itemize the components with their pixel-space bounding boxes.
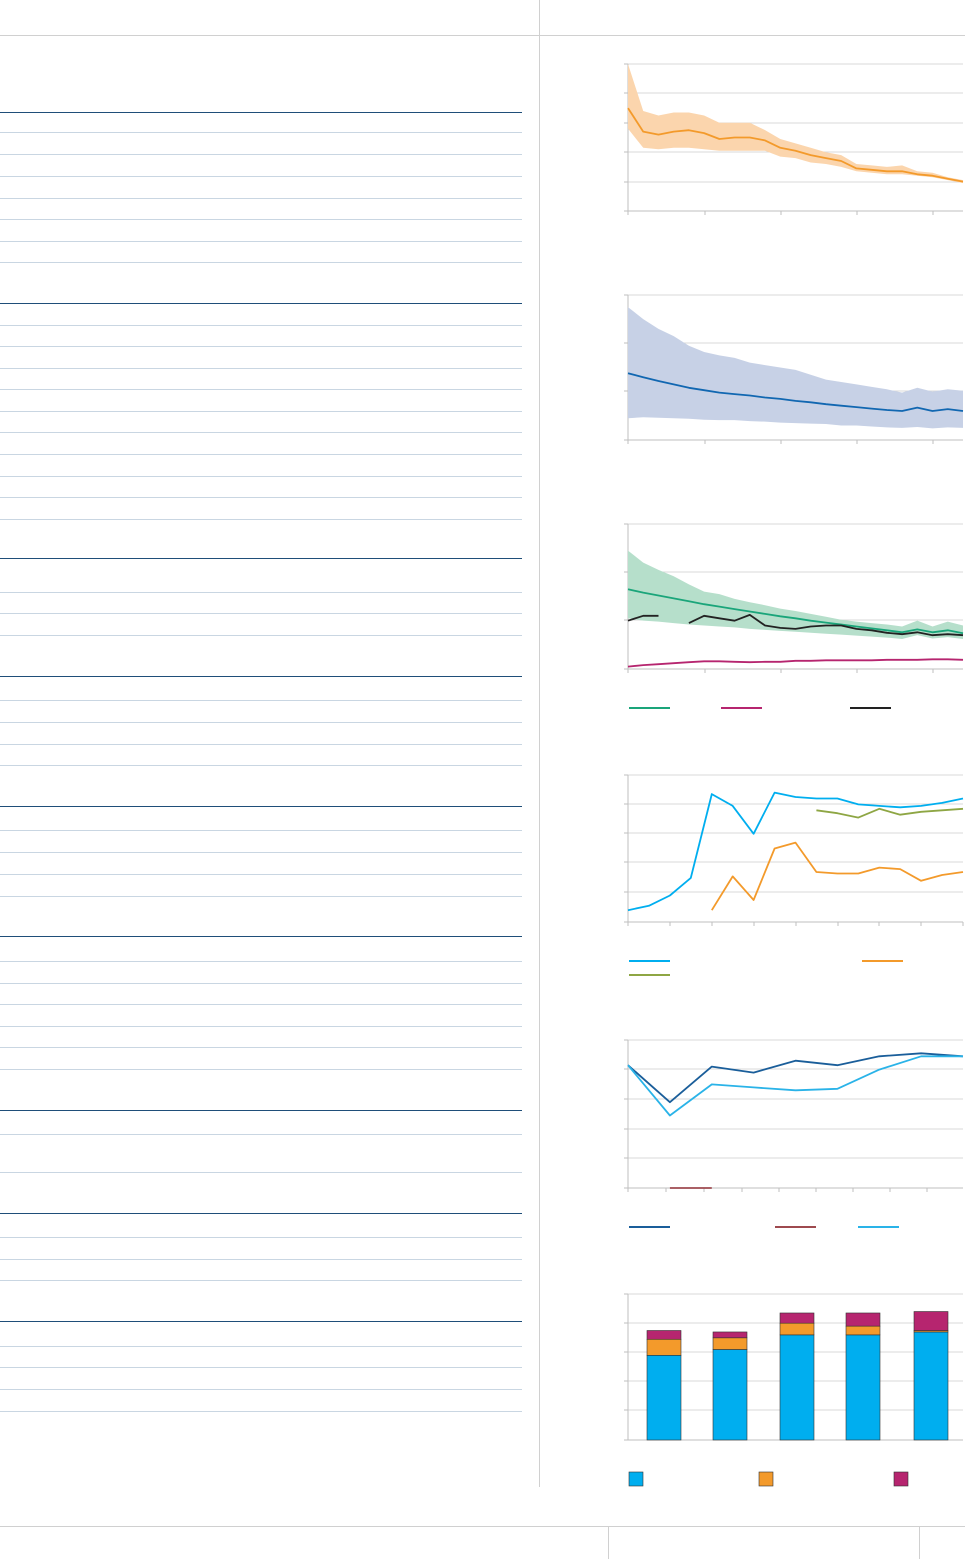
- section-header-rule: [0, 806, 522, 807]
- series-line: [627, 614, 964, 637]
- table-row-rule: [0, 1069, 522, 1070]
- table-row-rule: [0, 389, 522, 390]
- table-row-rule: [0, 132, 522, 133]
- table-row-rule: [0, 368, 522, 369]
- table-row-rule: [0, 1346, 522, 1347]
- series-line: [627, 588, 964, 635]
- section-header-rule: [0, 303, 522, 304]
- table-row-rule: [0, 592, 522, 593]
- table-row-rule: [0, 983, 522, 984]
- table-row-rule: [0, 1172, 522, 1173]
- footer-divider-1: [608, 1527, 609, 1559]
- section-header-rule: [0, 112, 522, 113]
- section-header-rule: [0, 1110, 522, 1111]
- table-row-rule: [0, 874, 522, 875]
- legend-swatch: [758, 1471, 774, 1487]
- table-row-rule: [0, 896, 522, 897]
- table-row-rule: [0, 1259, 522, 1260]
- series-line: [627, 791, 964, 912]
- section-header-rule: [0, 1321, 522, 1322]
- table-row-rule: [0, 519, 522, 520]
- bar-segment: [712, 1331, 748, 1339]
- table-row-rule: [0, 744, 522, 745]
- top-rule: [0, 35, 965, 36]
- bar-segment: [845, 1325, 881, 1336]
- bar-segment: [646, 1330, 682, 1340]
- column-divider: [539, 0, 540, 1487]
- series-line: [627, 658, 964, 668]
- table-row-rule: [0, 722, 522, 723]
- bar-segment: [646, 1355, 682, 1441]
- footer-rule: [0, 1526, 965, 1527]
- table-row-rule: [0, 1134, 522, 1135]
- confidence-band: [628, 64, 963, 184]
- legend-swatch: [893, 1471, 909, 1487]
- table-row-rule: [0, 1367, 522, 1368]
- series-line: [627, 1055, 963, 1117]
- table-row-rule: [0, 852, 522, 853]
- bar-segment: [712, 1337, 748, 1350]
- table-row-rule: [0, 219, 522, 220]
- confidence-band: [628, 307, 963, 429]
- table-row-rule: [0, 1047, 522, 1048]
- table-row-rule: [0, 432, 522, 433]
- table-row-rule: [0, 830, 522, 831]
- table-row-rule: [0, 476, 522, 477]
- table-row-rule: [0, 497, 522, 498]
- table-row-rule: [0, 765, 522, 766]
- table-row-rule: [0, 1237, 522, 1238]
- bar-segment: [779, 1322, 815, 1336]
- series-line: [627, 1052, 964, 1104]
- table-row-rule: [0, 1026, 522, 1027]
- footer-divider-2: [919, 1527, 920, 1559]
- series-line: [711, 841, 964, 911]
- bar-segment: [913, 1331, 949, 1441]
- bar-segment: [845, 1312, 881, 1327]
- legend-swatch: [628, 1471, 644, 1487]
- section-header-rule: [0, 558, 522, 559]
- bar-segment: [779, 1312, 815, 1324]
- series-line: [627, 372, 964, 412]
- table-row-rule: [0, 325, 522, 326]
- table-row-rule: [0, 1389, 522, 1390]
- table-row-rule: [0, 346, 522, 347]
- bar-segment: [646, 1338, 682, 1356]
- table-row-rule: [0, 241, 522, 242]
- series-line: [627, 107, 964, 183]
- table-row-rule: [0, 635, 522, 636]
- table-row-rule: [0, 176, 522, 177]
- table-row-rule: [0, 1411, 522, 1412]
- table-row-rule: [0, 1280, 522, 1281]
- section-header-rule: [0, 676, 522, 677]
- bar-segment: [712, 1349, 748, 1441]
- section-header-rule: [0, 936, 522, 937]
- table-row-rule: [0, 454, 522, 455]
- table-row-rule: [0, 411, 522, 412]
- bar-segment: [779, 1334, 815, 1441]
- table-row-rule: [0, 262, 522, 263]
- table-row-rule: [0, 1004, 522, 1005]
- table-row-rule: [0, 154, 522, 155]
- table-row-rule: [0, 198, 522, 199]
- confidence-band: [628, 550, 963, 640]
- bar-segment: [845, 1334, 881, 1441]
- section-header-rule: [0, 1213, 522, 1214]
- table-row-rule: [0, 961, 522, 962]
- series-line: [816, 807, 964, 819]
- bar-segment: [913, 1311, 949, 1331]
- table-row-rule: [0, 700, 522, 701]
- table-row-rule: [0, 613, 522, 614]
